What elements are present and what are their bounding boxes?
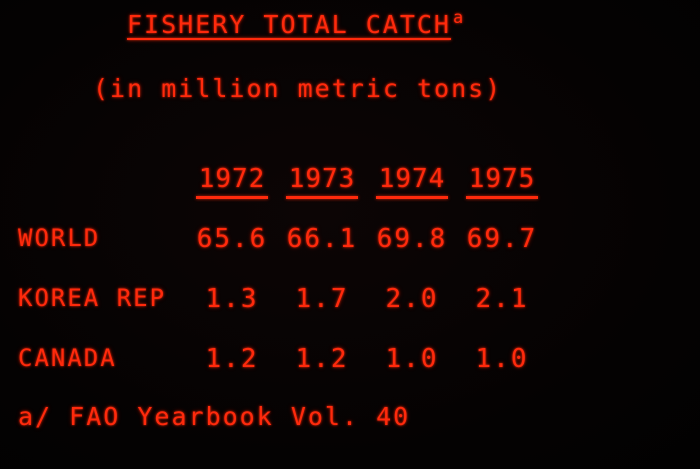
table-cell: 69.8	[376, 224, 448, 254]
table-cell: 1.2	[205, 344, 259, 374]
row-label: KOREA REP	[18, 284, 167, 312]
table-cell: 1.2	[295, 344, 349, 374]
year-underline	[466, 196, 538, 199]
table-row-korea-rep: KOREA REP 1.3 1.7 2.0 2.1	[0, 284, 700, 318]
table-row-world: WORLD 65.6 66.1 69.8 69.7	[0, 224, 700, 258]
year-header-1973: 1973	[288, 164, 356, 194]
year-header-1974: 1974	[378, 164, 446, 194]
table-cell: 1.0	[475, 344, 529, 374]
year-underline	[286, 196, 358, 199]
year-header-1975: 1975	[468, 164, 536, 194]
table-row-canada: CANADA 1.2 1.2 1.0 1.0	[0, 344, 700, 378]
table-cell: 66.1	[286, 224, 358, 254]
table-cell: 2.0	[385, 284, 439, 314]
row-label: WORLD	[18, 224, 101, 252]
table-cell: 65.6	[196, 224, 268, 254]
source-footnote: a/ FAO Yearbook Vol. 40	[18, 402, 411, 431]
table-cell: 1.7	[295, 284, 349, 314]
row-label: CANADA	[18, 344, 117, 372]
units-subtitle: (in million metric tons)	[93, 74, 503, 103]
year-header-1972: 1972	[198, 164, 266, 194]
title-footnote-marker: a	[452, 8, 466, 28]
year-underline	[376, 196, 448, 199]
table-cell: 1.0	[385, 344, 439, 374]
title-text: FISHERY TOTAL CATCH	[127, 10, 451, 39]
table-cell: 1.3	[205, 284, 259, 314]
table-title: FISHERY TOTAL CATCH a	[127, 8, 466, 39]
year-header-row: 1972 1973 1974 1975	[0, 164, 700, 204]
year-underline	[196, 196, 268, 199]
table-cell: 69.7	[466, 224, 538, 254]
table-cell: 2.1	[475, 284, 529, 314]
